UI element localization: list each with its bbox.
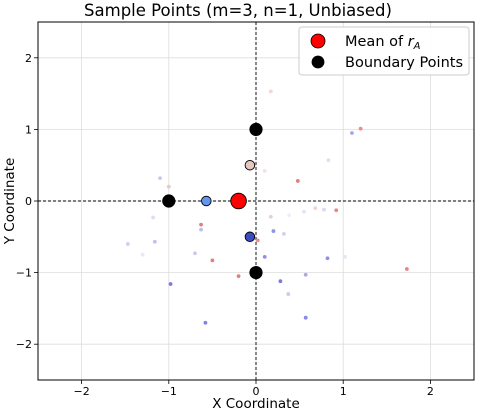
sample-point xyxy=(199,222,203,227)
sample-point xyxy=(236,274,241,279)
chart-title: Sample Points (m=3, n=1, Unbiased) xyxy=(84,1,392,20)
sample-point xyxy=(286,292,291,296)
sample-point xyxy=(268,214,273,219)
sample-point xyxy=(313,206,318,211)
legend-boundary-marker xyxy=(311,55,325,69)
sample-point xyxy=(152,239,157,244)
y-axis-label: Y Coordinate xyxy=(2,158,18,246)
sample-point xyxy=(193,251,197,256)
highlight-points xyxy=(201,159,256,243)
sample-point xyxy=(295,179,300,183)
sample-point xyxy=(271,229,276,233)
sample-point xyxy=(303,315,308,320)
sample-point xyxy=(303,272,308,277)
y-tick-label: 0 xyxy=(25,195,32,208)
sample-point xyxy=(168,282,173,286)
y-axis-ticks: −2 −1 0 1 2 xyxy=(16,52,38,351)
sample-point xyxy=(262,169,267,173)
y-tick-label: −1 xyxy=(16,267,32,280)
highlight-point xyxy=(244,159,256,171)
sample-point xyxy=(350,131,354,135)
sample-point xyxy=(287,213,292,218)
sample-point xyxy=(140,252,145,257)
boundary-points xyxy=(162,122,263,280)
sample-point xyxy=(334,208,339,213)
sample-point xyxy=(255,238,260,243)
legend-mean-label: Mean of rA xyxy=(345,34,421,52)
legend-box xyxy=(298,26,470,76)
legend-mean-marker xyxy=(310,33,326,49)
y-tick-label: 1 xyxy=(25,123,32,136)
sample-point xyxy=(322,207,326,212)
y-tick-label: 2 xyxy=(25,52,32,65)
sample-point xyxy=(404,267,409,271)
boundary-point xyxy=(249,265,263,280)
sample-point xyxy=(282,232,286,236)
sample-point xyxy=(158,176,162,180)
x-tick-label: −1 xyxy=(161,385,177,398)
x-axis-ticks: −2 −1 0 1 2 xyxy=(73,380,434,398)
sample-point xyxy=(262,254,267,259)
highlight-point xyxy=(244,231,256,243)
sample-points xyxy=(125,89,409,325)
legend: Mean of rA Boundary Points xyxy=(298,26,470,76)
sample-point xyxy=(302,209,306,214)
x-tick-label: 1 xyxy=(340,385,347,398)
sample-point xyxy=(125,242,130,246)
sample-point xyxy=(358,126,363,131)
sample-point xyxy=(166,184,171,189)
mean-point xyxy=(230,192,247,210)
sample-point xyxy=(203,320,208,325)
sample-point xyxy=(343,254,347,259)
x-tick-label: 2 xyxy=(427,385,434,398)
sample-point xyxy=(210,258,215,263)
sample-point xyxy=(325,256,330,261)
x-tick-label: −2 xyxy=(73,385,89,398)
sample-point xyxy=(199,227,203,232)
sample-point xyxy=(151,215,156,220)
x-tick-label: 0 xyxy=(253,385,260,398)
sample-point xyxy=(326,158,331,163)
boundary-point xyxy=(162,194,176,208)
x-axis-label: X Coordinate xyxy=(212,396,300,412)
y-tick-label: −2 xyxy=(16,338,32,351)
sample-point xyxy=(278,279,283,284)
highlight-point xyxy=(201,195,212,207)
reference-lines xyxy=(38,22,474,380)
mean-marker-layer xyxy=(230,192,247,210)
sample-point xyxy=(268,89,273,94)
boundary-point xyxy=(249,122,263,136)
legend-boundary-label: Boundary Points xyxy=(345,55,463,71)
